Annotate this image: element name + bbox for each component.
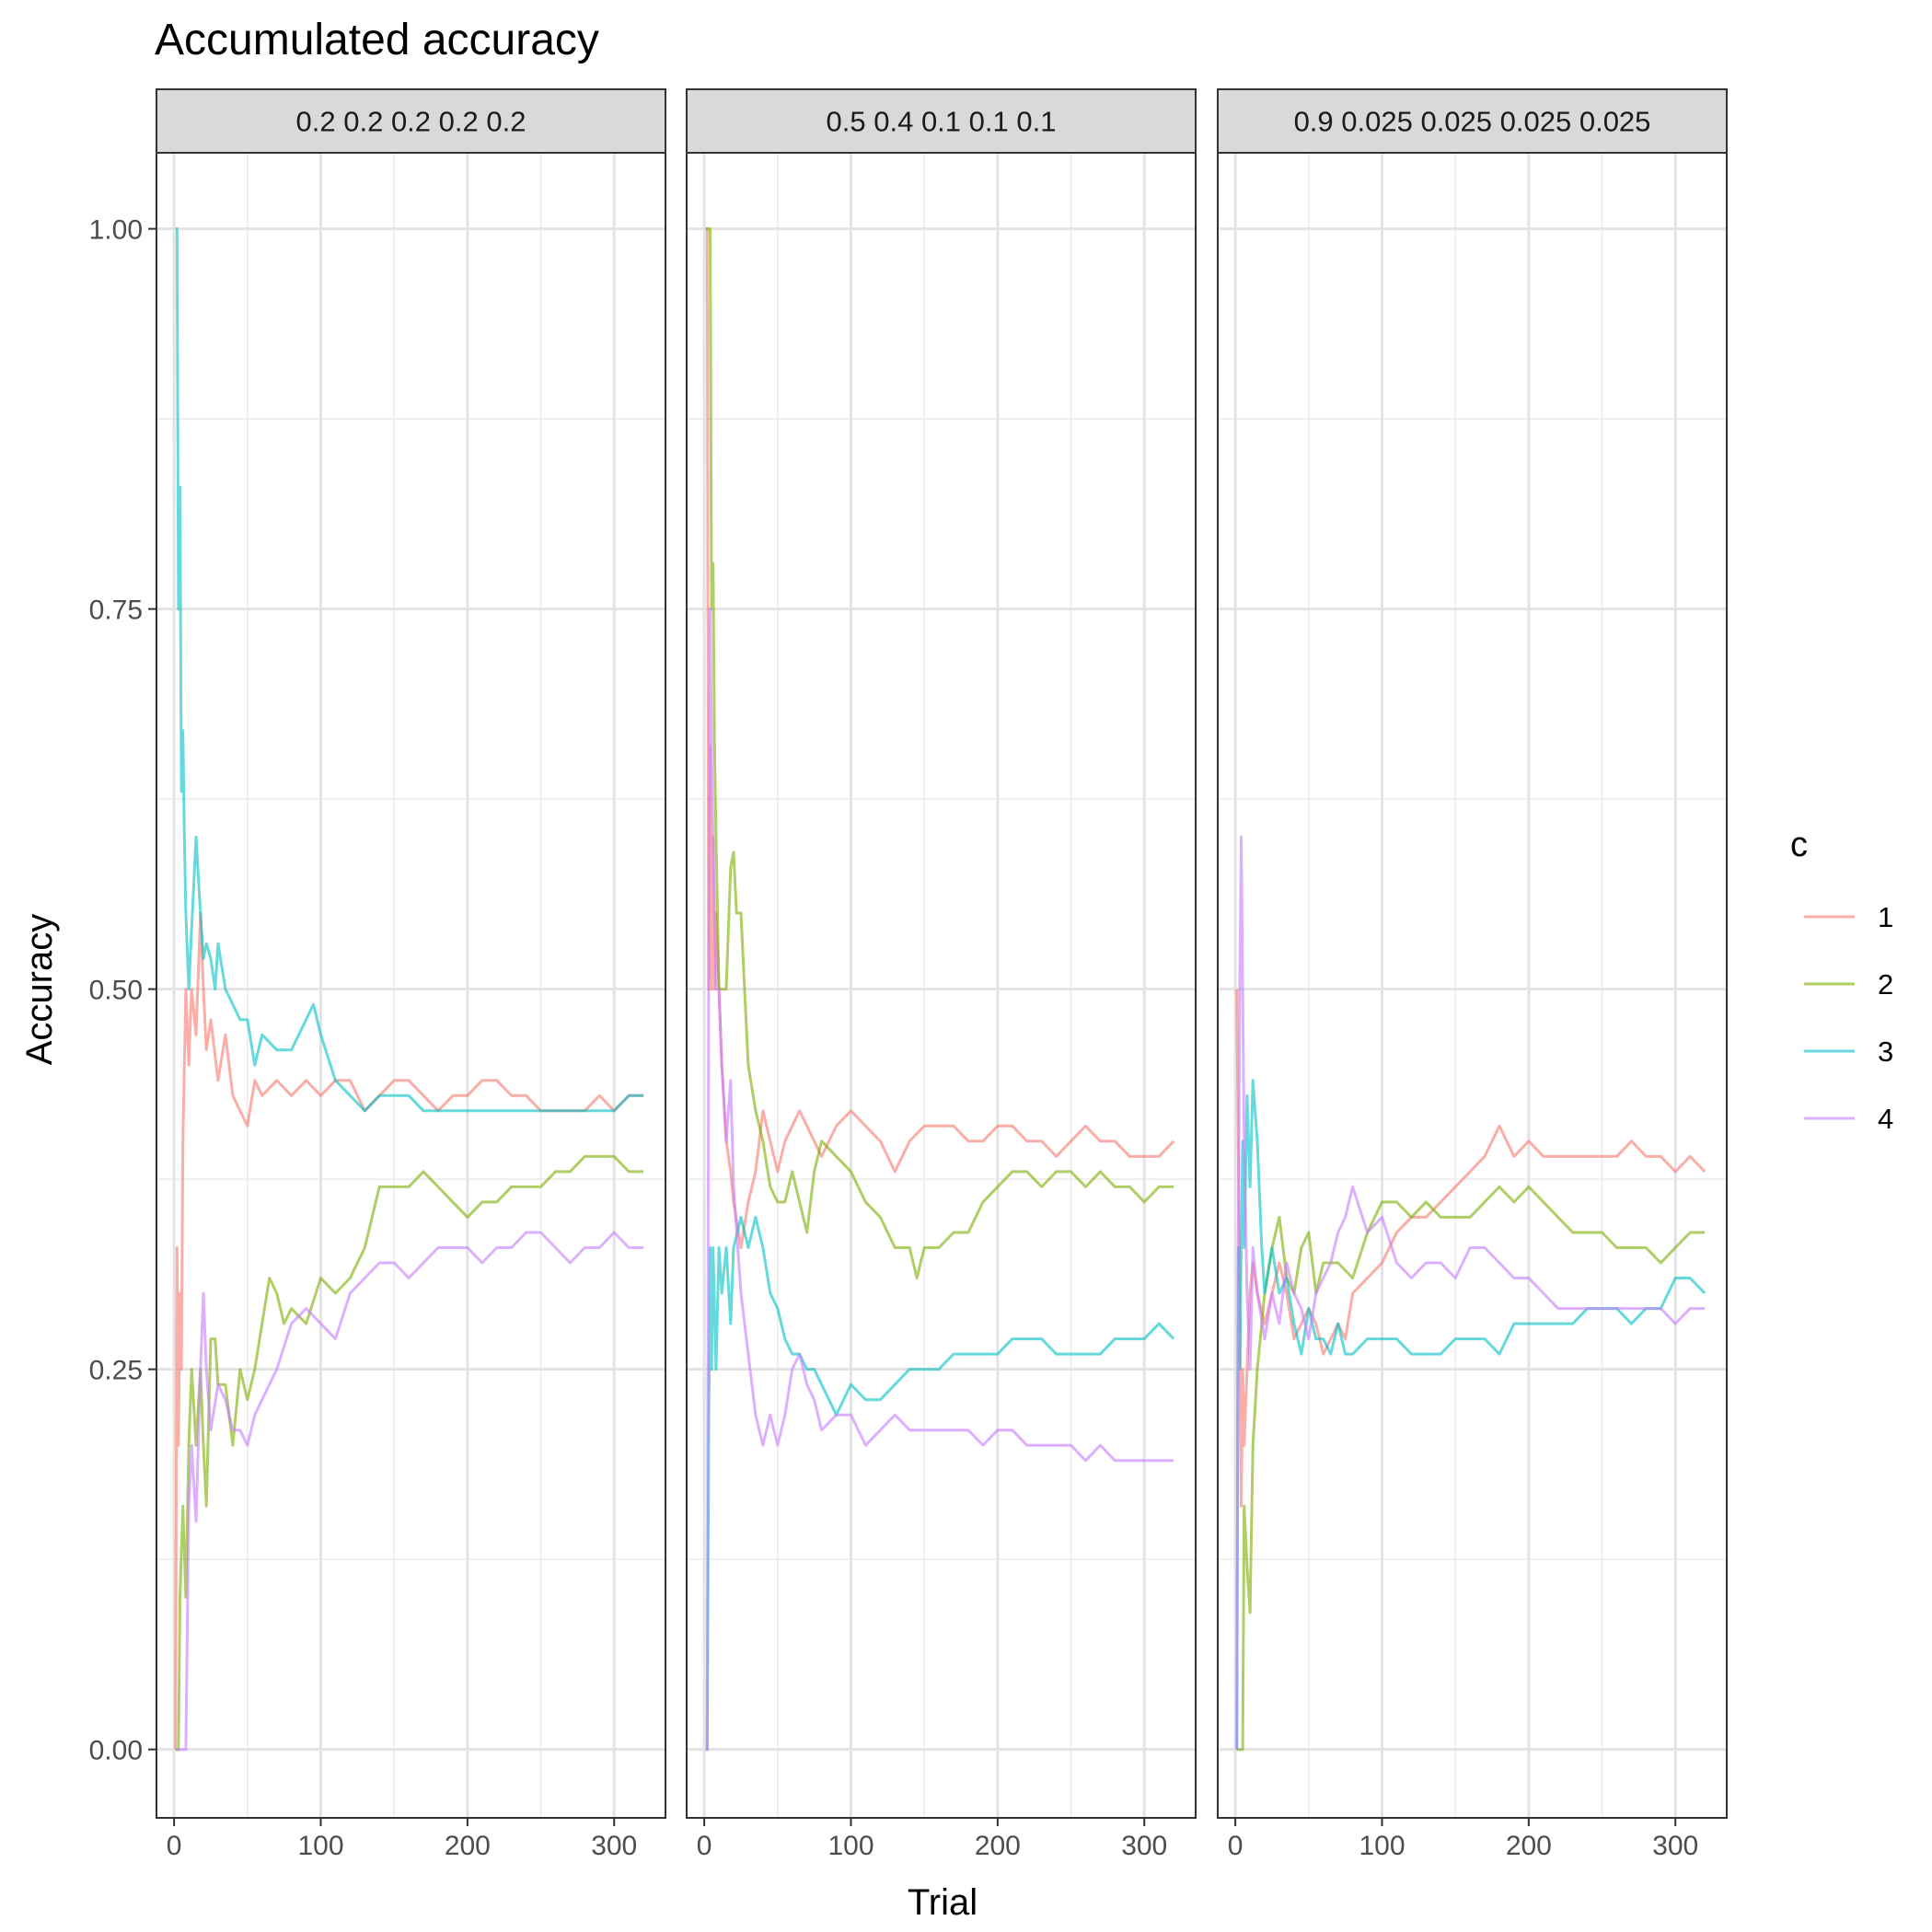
chart-title: Accumulated accuracy <box>155 16 599 64</box>
x-tick-label: 0 <box>167 1831 182 1861</box>
legend-label-1: 1 <box>1878 901 1893 933</box>
facet-panels: 0.2 0.2 0.2 0.2 0.2 0.5 0.4 0.1 0.1 0.1 0.… <box>156 88 1728 1819</box>
facet-panel: 0.9 0.025 0.025 0.025 0.025 <box>1217 88 1728 1819</box>
series-line-4 <box>705 607 1174 1752</box>
facet-strip-label: 0.9 0.025 0.025 0.025 0.025 <box>1294 106 1651 138</box>
facet-strip-label: 0.2 0.2 0.2 0.2 0.2 <box>296 106 526 138</box>
series-line-3 <box>705 1215 1175 1752</box>
legend: c 1 2 3 4 <box>1790 826 1893 1135</box>
series-line-3 <box>175 227 644 1113</box>
x-tick-label: 100 <box>297 1831 343 1861</box>
series-line-2 <box>1236 1185 1706 1752</box>
series-line-4 <box>175 1231 644 1752</box>
x-tick-label: 200 <box>975 1831 1021 1861</box>
legend-label-2: 2 <box>1878 968 1893 1001</box>
y-tick-label: 1.00 <box>89 215 143 246</box>
panel-background <box>156 153 665 1818</box>
y-axis: 0.00 0.25 0.50 0.75 1.00 <box>89 215 156 1766</box>
x-tick-label: 300 <box>591 1831 637 1861</box>
y-axis-title: Accuracy <box>19 914 60 1066</box>
x-tick-label: 0 <box>697 1831 712 1861</box>
x-tick-label: 200 <box>445 1831 491 1861</box>
facet-strip-label: 0.5 0.4 0.1 0.1 0.1 <box>827 106 1057 138</box>
x-tick-label: 0 <box>1228 1831 1244 1861</box>
panel-background <box>687 153 1196 1818</box>
series-line-4 <box>1235 835 1706 1750</box>
legend-title: c <box>1790 826 1808 864</box>
facet-panel: 0.2 0.2 0.2 0.2 0.2 <box>156 88 666 1819</box>
x-axis: 0 100 200 300 0 100 200 300 0 100 200 300 <box>167 1818 1698 1861</box>
legend-label-3: 3 <box>1878 1035 1893 1068</box>
x-tick-label: 300 <box>1121 1831 1167 1861</box>
facet-strip <box>1217 88 1728 154</box>
facet-strip <box>686 88 1197 154</box>
series-line-2 <box>175 1154 644 1752</box>
y-tick-label: 0.25 <box>89 1356 143 1386</box>
panel-background <box>1218 153 1727 1818</box>
series-line-1 <box>174 911 644 1750</box>
legend-label-4: 4 <box>1878 1103 1893 1135</box>
x-tick-label: 200 <box>1506 1831 1552 1861</box>
x-tick-label: 100 <box>827 1831 873 1861</box>
x-axis-title: Trial <box>908 1882 978 1923</box>
facet-strip <box>156 88 666 154</box>
x-tick-label: 100 <box>1359 1831 1405 1861</box>
y-tick-label: 0.75 <box>89 596 143 626</box>
facet-panel: 0.5 0.4 0.1 0.1 0.1 <box>686 88 1197 1819</box>
x-tick-label: 300 <box>1652 1831 1698 1861</box>
y-tick-label: 0.50 <box>89 976 143 1006</box>
y-tick-label: 0.00 <box>89 1736 143 1766</box>
